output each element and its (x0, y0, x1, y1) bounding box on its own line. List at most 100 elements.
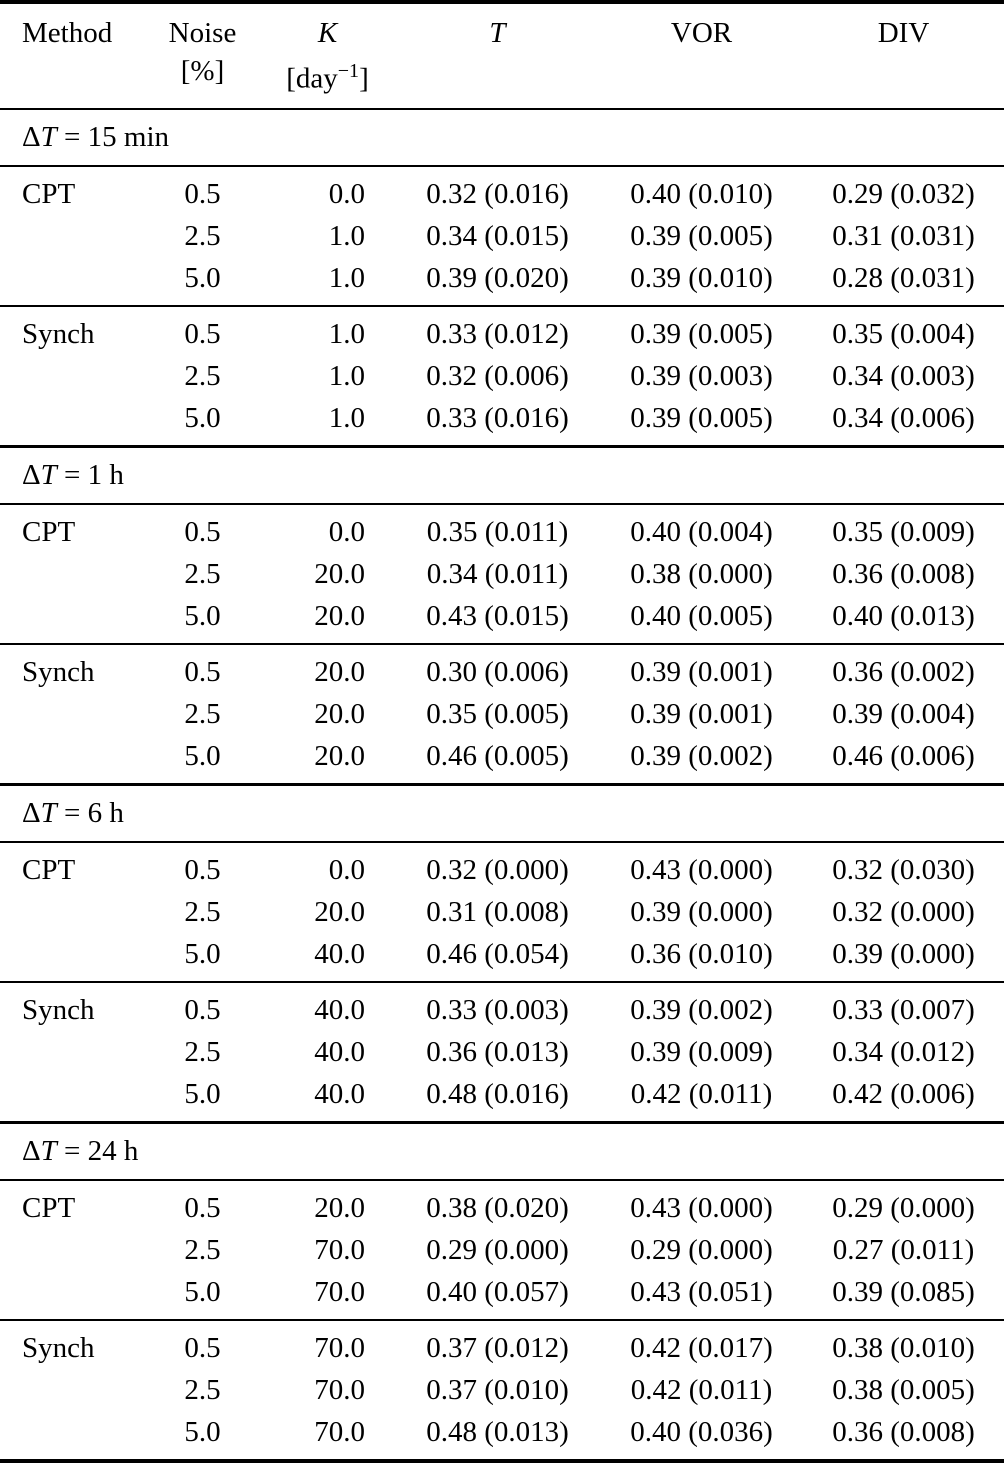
vor-cell: 0.43 (0.000) (630, 1191, 773, 1224)
t-cell: 0.30 (0.006) (426, 655, 569, 688)
t-cell: 0.29 (0.000) (426, 1233, 569, 1266)
div-cell: 0.27 (0.011) (832, 1233, 975, 1266)
div-cell: 0.35 (0.004) (832, 317, 975, 350)
div-cell: 0.39 (0.085) (803, 1270, 1004, 1321)
k-cell: 0.0 (328, 177, 365, 210)
k-cell: 1.0 (328, 359, 365, 392)
table-row: 2.5 70.0 0.29 (0.000) 0.29 (0.000) 0.27 … (0, 1229, 1004, 1271)
table-row: 5.0 40.0 0.46 (0.054) 0.36 (0.010) 0.39 … (0, 932, 1004, 983)
method-cell (0, 396, 145, 448)
table-row: 2.5 20.0 0.31 (0.008) 0.39 (0.000) 0.32 … (0, 891, 1004, 933)
table-row: 2.5 20.0 0.34 (0.011) 0.38 (0.000) 0.36 … (0, 553, 1004, 595)
noise-cell: 5.0 (145, 594, 260, 645)
k-cell: 20.0 (314, 697, 365, 730)
vor-cell: 0.40 (0.004) (630, 515, 773, 548)
k-cell: 0.0 (328, 853, 365, 886)
vor-cell: 0.39 (0.005) (630, 317, 773, 350)
t-cell: 0.39 (0.020) (395, 256, 600, 307)
table-row: 5.0 20.0 0.43 (0.015) 0.40 (0.005) 0.40 … (0, 594, 1004, 645)
noise-cell: 0.5 (184, 1191, 221, 1224)
noise-cell: 0.5 (184, 853, 221, 886)
div-cell: 0.39 (0.000) (803, 932, 1004, 983)
div-cell: 0.38 (0.005) (832, 1373, 975, 1406)
vor-cell: 0.39 (0.002) (630, 993, 773, 1026)
k-cell: 0.0 (328, 515, 365, 548)
noise-cell: 2.5 (184, 359, 221, 392)
column-header-method: Method (22, 17, 113, 49)
div-cell: 0.33 (0.007) (832, 993, 975, 1026)
noise-cell: 2.5 (184, 219, 221, 252)
div-cell: 0.46 (0.006) (803, 734, 1004, 786)
t-cell: 0.33 (0.016) (395, 396, 600, 448)
vor-cell: 0.42 (0.011) (630, 1373, 773, 1406)
vor-cell: 0.29 (0.000) (630, 1233, 773, 1266)
k-cell: 40.0 (314, 993, 365, 1026)
table-row: CPT 0.5 0.0 0.32 (0.000) 0.43 (0.000) 0.… (0, 842, 1004, 891)
div-cell: 0.42 (0.006) (803, 1072, 1004, 1124)
table-row: Synch 0.5 40.0 0.33 (0.003) 0.39 (0.002)… (0, 982, 1004, 1031)
div-cell: 0.32 (0.000) (832, 895, 975, 928)
div-cell: 0.29 (0.000) (832, 1191, 975, 1224)
table-row: 2.5 20.0 0.35 (0.005) 0.39 (0.001) 0.39 … (0, 693, 1004, 735)
unit-k-base: [day (286, 62, 338, 95)
unit-k: [day−1] (260, 54, 395, 110)
unit-method-empty (0, 54, 145, 110)
method-cell: CPT (22, 515, 76, 548)
table-row: Synch 0.5 20.0 0.30 (0.006) 0.39 (0.001)… (0, 644, 1004, 693)
vor-cell: 0.39 (0.009) (630, 1035, 773, 1068)
table-row: 5.0 40.0 0.48 (0.016) 0.42 (0.011) 0.42 … (0, 1072, 1004, 1124)
div-cell: 0.40 (0.013) (803, 594, 1004, 645)
noise-cell: 2.5 (184, 895, 221, 928)
k-cell: 20.0 (260, 734, 395, 786)
noise-cell: 0.5 (184, 515, 221, 548)
t-cell: 0.36 (0.013) (426, 1035, 569, 1068)
k-cell: 40.0 (260, 932, 395, 983)
method-cell (0, 734, 145, 786)
method-cell (0, 1270, 145, 1321)
t-cell: 0.35 (0.005) (426, 697, 569, 730)
div-cell: 0.29 (0.032) (832, 177, 975, 210)
column-header-t: T (489, 17, 506, 49)
vor-cell: 0.36 (0.010) (600, 932, 803, 983)
k-cell: 70.0 (314, 1373, 365, 1406)
noise-cell: 5.0 (145, 1270, 260, 1321)
k-cell: 20.0 (314, 655, 365, 688)
table-row: 2.5 40.0 0.36 (0.013) 0.39 (0.009) 0.34 … (0, 1031, 1004, 1073)
table-row: 2.5 1.0 0.34 (0.015) 0.39 (0.005) 0.31 (… (0, 215, 1004, 257)
dt-value: 1 h (87, 458, 124, 491)
delta-t-variable: T (40, 1134, 57, 1167)
method-cell: Synch (22, 993, 95, 1026)
noise-cell: 5.0 (145, 256, 260, 307)
method-cell (0, 215, 145, 257)
method-cell: Synch (22, 655, 95, 688)
vor-cell: 0.39 (0.001) (630, 655, 773, 688)
unit-div-empty (803, 54, 1004, 110)
equals-sign: = (64, 458, 81, 491)
noise-cell: 5.0 (145, 734, 260, 786)
delta-t-variable: T (40, 458, 57, 491)
k-cell: 70.0 (260, 1410, 395, 1462)
method-cell: CPT (22, 1191, 76, 1224)
k-cell: 1.0 (260, 396, 395, 448)
noise-cell: 5.0 (145, 932, 260, 983)
noise-cell: 2.5 (184, 1233, 221, 1266)
k-cell: 1.0 (328, 317, 365, 350)
column-header-div: DIV (877, 17, 930, 49)
noise-cell: 5.0 (145, 1410, 260, 1462)
t-cell: 0.37 (0.012) (426, 1331, 569, 1364)
k-cell: 20.0 (260, 594, 395, 645)
k-cell: 1.0 (260, 256, 395, 307)
table-row: 5.0 70.0 0.40 (0.057) 0.43 (0.051) 0.39 … (0, 1270, 1004, 1321)
vor-cell: 0.40 (0.005) (600, 594, 803, 645)
column-header-row: Method Noise K T VOR DIV (0, 2, 1004, 54)
method-cell (0, 693, 145, 735)
noise-cell: 2.5 (184, 557, 221, 590)
dt-value: 15 min (87, 120, 170, 153)
vor-cell: 0.43 (0.000) (630, 853, 773, 886)
k-cell: 40.0 (314, 1035, 365, 1068)
section-header-row-6h: ΔT = 6 h (0, 782, 1004, 843)
t-cell: 0.34 (0.015) (426, 219, 569, 252)
delta-symbol: Δ (22, 120, 41, 153)
vor-cell: 0.39 (0.002) (600, 734, 803, 786)
